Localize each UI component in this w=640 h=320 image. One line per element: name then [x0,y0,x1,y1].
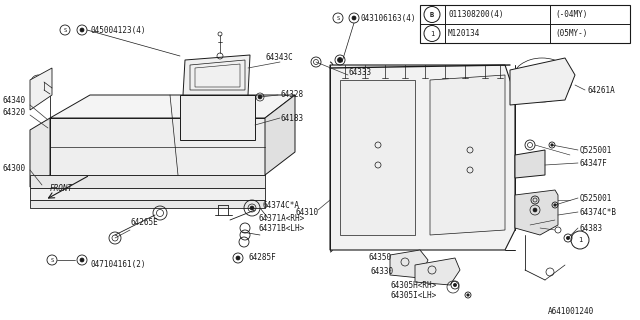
Text: B: B [430,12,434,18]
Text: 64347F: 64347F [580,158,608,167]
Text: 64333: 64333 [348,68,371,76]
Text: Q525001: Q525001 [580,194,612,203]
Text: 1: 1 [430,30,434,36]
Polygon shape [30,68,52,110]
Circle shape [80,258,84,262]
Polygon shape [183,55,250,95]
Polygon shape [510,58,575,105]
Text: 64371A<RH>: 64371A<RH> [258,213,304,222]
Text: 64330: 64330 [370,268,393,276]
Text: 64328: 64328 [280,90,303,99]
Circle shape [352,16,356,20]
Polygon shape [50,118,265,175]
Text: 64265E: 64265E [130,218,157,227]
Text: 045004123(4): 045004123(4) [90,26,145,35]
Polygon shape [30,118,50,187]
Circle shape [566,236,570,240]
Text: 64374C*A: 64374C*A [262,201,299,210]
Circle shape [236,256,240,260]
Polygon shape [30,188,265,200]
Polygon shape [340,80,415,235]
Polygon shape [515,150,545,178]
Text: 64261A: 64261A [588,85,616,94]
Text: S: S [51,258,54,262]
Circle shape [467,294,469,296]
Polygon shape [265,95,295,175]
Circle shape [250,206,254,210]
Text: (-04MY): (-04MY) [555,10,588,19]
Text: 64300: 64300 [2,164,25,172]
Polygon shape [430,75,505,235]
Circle shape [554,204,556,206]
Text: 64305H<RH>: 64305H<RH> [390,281,436,290]
Polygon shape [50,95,295,118]
Text: 011308200(4): 011308200(4) [448,10,504,19]
Polygon shape [30,175,265,188]
Circle shape [258,95,262,99]
Polygon shape [515,190,558,235]
Circle shape [453,284,456,287]
Text: 64383: 64383 [580,223,603,233]
Text: 1: 1 [578,237,582,243]
Circle shape [337,58,342,62]
Text: Q525001: Q525001 [580,146,612,155]
Text: 64340: 64340 [2,95,25,105]
Circle shape [533,208,537,212]
Text: M120134: M120134 [448,29,481,38]
Text: A641001240: A641001240 [548,308,595,316]
Polygon shape [180,95,255,140]
Text: 64310: 64310 [295,207,318,217]
Text: 043106163(4): 043106163(4) [360,13,415,22]
Polygon shape [330,65,515,250]
Circle shape [80,28,84,32]
Polygon shape [415,258,460,285]
Text: S: S [337,15,340,20]
Text: S: S [63,28,67,33]
Text: FRONT: FRONT [50,183,73,193]
Text: 64305I<LH>: 64305I<LH> [390,291,436,300]
Text: (05MY-): (05MY-) [555,29,588,38]
Polygon shape [420,5,630,43]
Text: 64374C*B: 64374C*B [580,207,617,217]
Polygon shape [390,250,428,278]
Text: 64320: 64320 [2,108,25,116]
Text: 64371B<LH>: 64371B<LH> [258,223,304,233]
Text: 64343C: 64343C [265,52,292,61]
Polygon shape [30,200,265,208]
Text: 64183: 64183 [280,114,303,123]
Text: 64285F: 64285F [248,253,276,262]
Circle shape [551,144,553,146]
Text: 047104161(2): 047104161(2) [90,260,145,268]
Text: 64350: 64350 [368,253,391,262]
